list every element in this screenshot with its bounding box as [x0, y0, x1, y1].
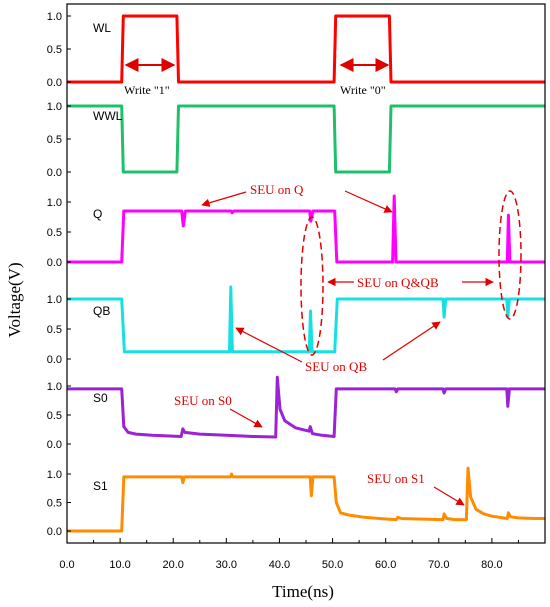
y-tick-label-q-1: 0.5: [47, 227, 62, 239]
write0-label: Write "0": [340, 83, 386, 97]
x-tick-label-8: 80.0: [481, 559, 502, 571]
x-tick-label-4: 40.0: [269, 559, 290, 571]
y-tick-label-wwl-1: 0.5: [47, 134, 62, 146]
panel-label-qb: QB: [93, 304, 110, 318]
y-tick-label-qb-0: 0.0: [47, 354, 62, 366]
seu-qqb-label: SEU on Q&QB: [357, 275, 439, 290]
series-line-s1: [67, 466, 545, 533]
seu-s1-label: SEU on S1: [367, 471, 425, 486]
x-tick-label-5: 50.0: [322, 559, 343, 571]
seu-qb-arrow-1: [235, 327, 303, 363]
series-line-s0: [67, 375, 545, 439]
x-tick-label-0: 0.0: [59, 559, 74, 571]
panel-label-wl: WL: [93, 21, 111, 35]
y-axis-title: Voltage(V): [5, 262, 24, 337]
waveform-panels: WL WWL Q QB S0 S1: [67, 14, 545, 533]
seu-s0-label: SEU on S0: [174, 393, 232, 408]
chart-axes: 0.0 0.5 1.0 0.0 0.5 1.0 0.0 0.5 1.0 0.0 0.5 1.0 0.0 0…: [47, 3, 546, 571]
y-tick-label-s0-0: 0.0: [47, 439, 62, 451]
chart-annotations: Write "1" Write "0" SEU on Q SEU on Q&QB SEU…: [124, 58, 522, 506]
x-tick-label-7: 70.0: [428, 559, 449, 571]
seu-q-arrow-2: [344, 190, 393, 213]
y-tick-label-q-2: 1.0: [47, 197, 62, 209]
seu-qqb-ellipse-1: [300, 216, 324, 356]
panel-label-q: Q: [93, 207, 102, 221]
y-tick-label-s1-0: 0.0: [47, 526, 62, 538]
series-line-wl: [67, 14, 545, 84]
y-tick-label-q-0: 0.0: [47, 257, 62, 269]
series-line-q: [67, 194, 545, 264]
y-tick-label-qb-1: 0.5: [47, 324, 62, 336]
y-tick-label-wl-1: 0.5: [47, 44, 62, 56]
y-tick-label-s0-1: 0.5: [47, 410, 62, 422]
seu-qb-label: SEU on QB: [305, 359, 367, 374]
y-tick-label-wwl-0: 0.0: [47, 167, 62, 179]
series-line-qb: [67, 285, 545, 354]
write1-label: Write "1": [124, 83, 170, 97]
seu-q-arrow-1: [201, 191, 247, 207]
x-tick-label-3: 30.0: [216, 559, 237, 571]
y-tick-label-wl-2: 1.0: [47, 11, 62, 23]
y-tick-label-s1-2: 1.0: [47, 469, 62, 481]
x-axis-title: Time(ns): [272, 582, 334, 601]
y-tick-label-wwl-2: 1.0: [47, 101, 62, 113]
x-tick-label-6: 60.0: [375, 559, 396, 571]
y-tick-label-wl-0: 0.0: [47, 77, 62, 89]
seu-qb-arrow-2: [382, 321, 441, 361]
seu-qqb-ellipse-2: [498, 190, 522, 320]
panel-label-wwl: WWL: [93, 109, 123, 123]
y-tick-label-s0-2: 1.0: [47, 381, 62, 393]
series-line-wwl: [67, 104, 545, 174]
y-tick-label-qb-2: 1.0: [47, 294, 62, 306]
x-tick-label-2: 20.0: [163, 559, 184, 571]
seu-q-label: SEU on Q: [250, 182, 304, 197]
y-tick-label-s1-1: 0.5: [47, 498, 62, 510]
panel-label-s1: S1: [93, 479, 108, 493]
x-tick-label-1: 10.0: [109, 559, 130, 571]
seu-s0-arrow: [229, 408, 263, 428]
panel-label-s0: S0: [93, 391, 108, 405]
seu-s1-arrow: [433, 486, 465, 506]
